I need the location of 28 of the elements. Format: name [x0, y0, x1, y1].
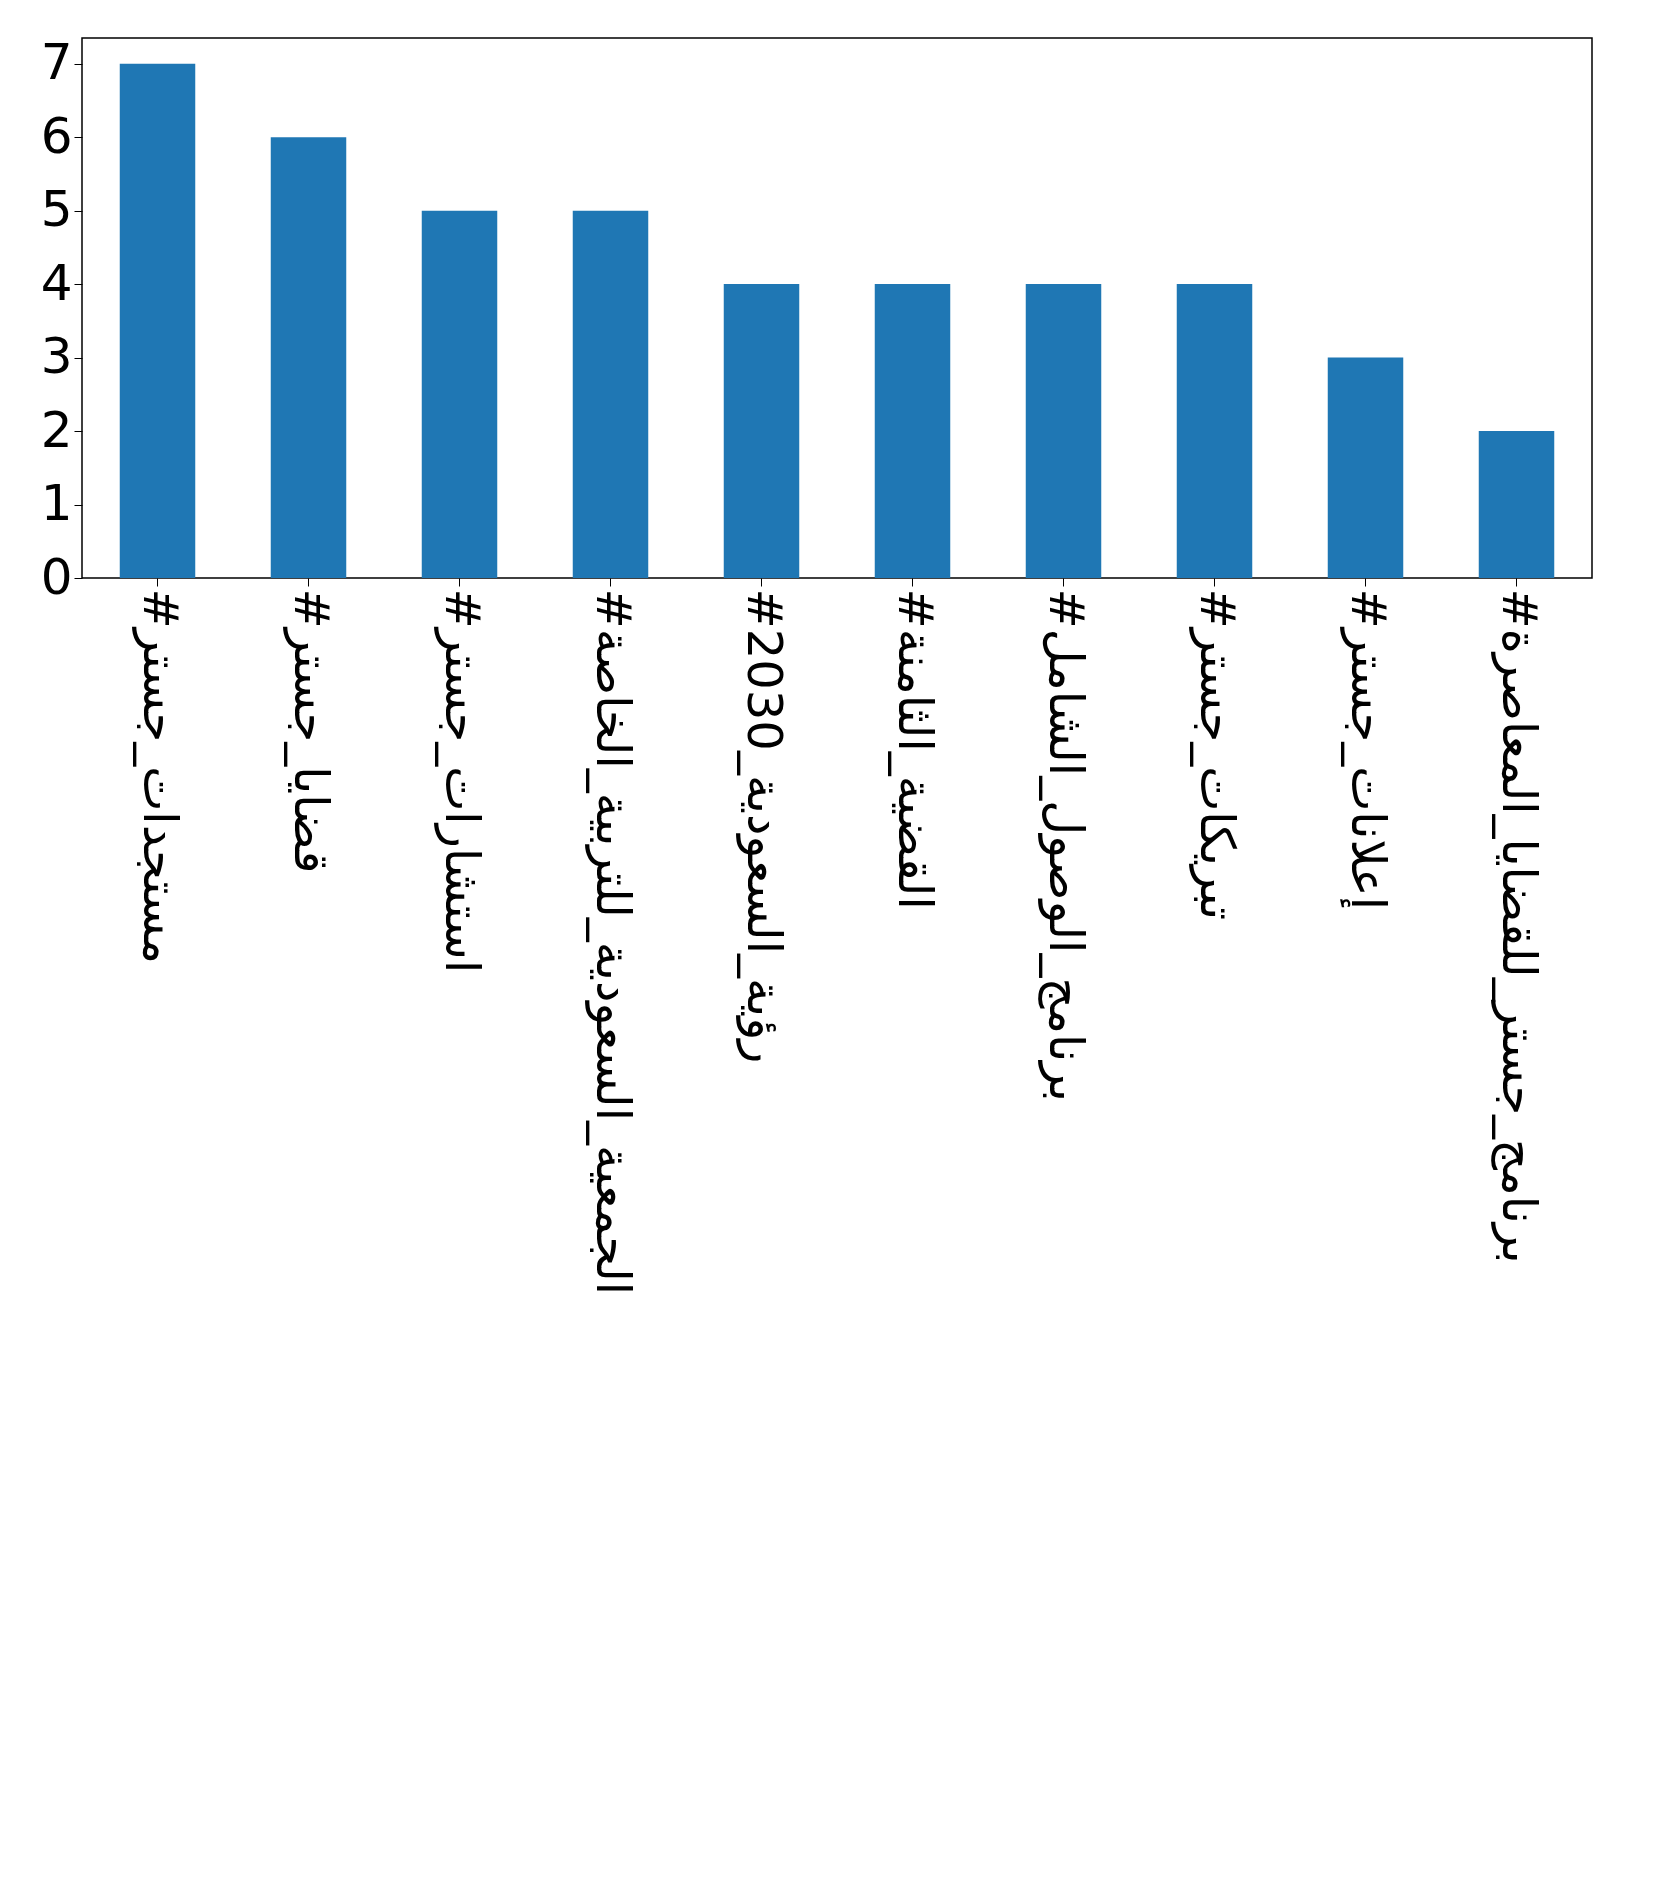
- y-tick-label: 0: [40, 547, 73, 606]
- y-tick-label: 2: [40, 400, 73, 459]
- x-tick-label: #الجمعية_السعودية_للتربية_الخاصة: [584, 588, 642, 1296]
- y-tick-label: 3: [40, 327, 73, 386]
- bar: [1025, 284, 1102, 578]
- x-tick-label: #مستجدات_جستر: [131, 588, 189, 964]
- bar: [723, 284, 800, 578]
- bar: [1176, 284, 1253, 578]
- bar: [572, 210, 649, 578]
- x-tick-label: #تبريكات_جستر: [1188, 588, 1246, 921]
- y-tick-label: 6: [40, 106, 73, 165]
- y-tick-label: 5: [40, 180, 73, 239]
- bar: [1327, 357, 1404, 578]
- y-tick-label: 7: [40, 33, 73, 92]
- y-tick-label: 4: [40, 253, 73, 312]
- bar: [1478, 431, 1555, 578]
- x-tick-label: #قضايا_جستر: [282, 588, 340, 874]
- x-tick-label: #برنامج_جستر_للقضايا_المعاصرة: [1490, 588, 1548, 1264]
- x-tick-label: #برنامج_الوصول_الشامل: [1037, 588, 1095, 1102]
- x-tick-label: #القضية_الثامنة: [887, 588, 944, 910]
- bar: [874, 284, 951, 578]
- bar: [119, 63, 196, 578]
- x-tick-label: #إعلانات_جستر: [1339, 588, 1397, 910]
- x-tick-label: #رؤية_السعودية_2030: [735, 588, 793, 1064]
- x-tick-label: #استشارات_جستر: [433, 588, 491, 974]
- y-tick-label: 1: [40, 474, 73, 533]
- bar: [270, 137, 347, 578]
- bar: [421, 210, 498, 578]
